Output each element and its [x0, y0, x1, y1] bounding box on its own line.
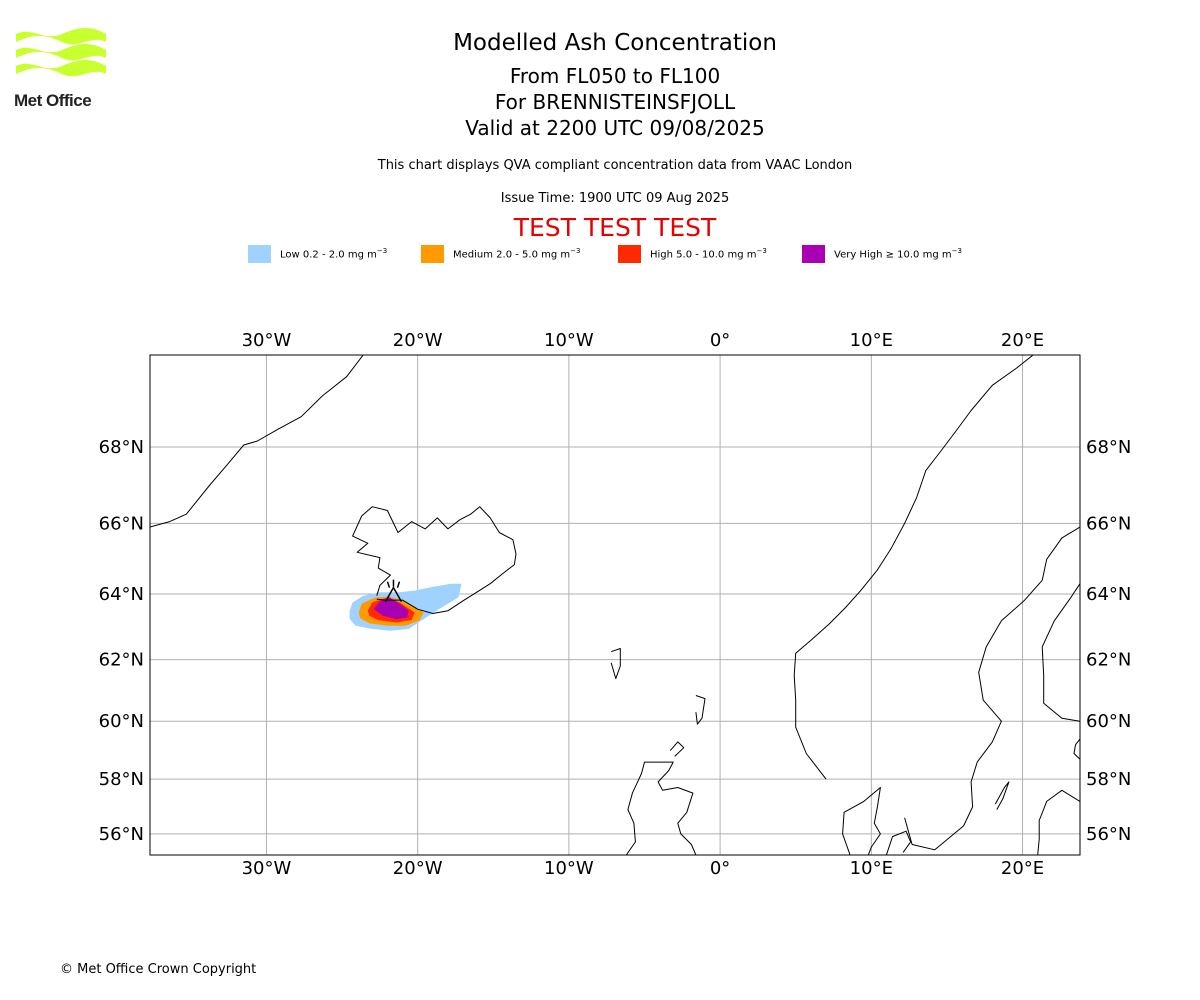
lat-tick-label-left: 56°N: [99, 824, 144, 845]
lon-tick-label-top: 0°: [710, 330, 730, 351]
legend-label-very-high: Very High ≥ 10.0 mg m: [834, 249, 952, 261]
lon-tick-label-bottom: 20°E: [1001, 858, 1044, 879]
coastline-shetland: [695, 695, 706, 725]
lat-tick-label-right: 58°N: [1086, 769, 1131, 790]
flight-level-range: From FL050 to FL100: [509, 64, 721, 88]
legend-unit-exponent-high: −3: [756, 247, 767, 255]
lat-tick-label-right: 64°N: [1086, 584, 1131, 605]
legend-swatch-medium: [421, 245, 444, 263]
lon-tick-label-top: 20°W: [393, 330, 443, 351]
lat-tick-label-left: 60°N: [99, 711, 144, 732]
volcano-icon: [384, 579, 403, 603]
lon-tick-label-top: 10°W: [544, 330, 594, 351]
lon-tick-label-bottom: 0°: [710, 858, 730, 879]
coastline-gotland: [994, 781, 1010, 810]
lat-tick-label-left: 64°N: [99, 584, 144, 605]
qva-compliance-note: This chart displays QVA compliant concen…: [377, 158, 853, 173]
legend-label-low: Low 0.2 - 2.0 mg m: [280, 249, 377, 261]
coastline-estonia: [1073, 738, 1080, 760]
coastline-finland-coast: [1041, 583, 1080, 722]
met-office-wave-icon: [16, 28, 106, 77]
lat-tick-label-left: 66°N: [99, 513, 144, 534]
test-banner: TEST TEST TEST: [513, 213, 717, 242]
lon-tick-label-top: 10°E: [850, 330, 893, 351]
ash-area-very-high: [373, 597, 409, 620]
map-frame: [149, 354, 1081, 856]
valid-time: Valid at 2200 UTC 09/08/2025: [465, 116, 765, 140]
legend-unit-exponent-low: −3: [376, 247, 388, 255]
coastline-iceland: [352, 506, 517, 614]
coastline-scotland: [625, 761, 697, 855]
coastline-baltic: [1037, 789, 1080, 855]
coastline-norway: [793, 355, 1034, 780]
lat-tick-label-right: 56°N: [1086, 824, 1131, 845]
met-office-logo: Met Office: [14, 28, 110, 114]
lat-tick-label-left: 68°N: [99, 437, 144, 458]
lat-tick-label-left: 58°N: [99, 769, 144, 790]
lon-tick-label-bottom: 20°W: [393, 858, 443, 879]
lat-tick-label-right: 62°N: [1086, 650, 1131, 671]
legend-unit-exponent-very-high: −3: [951, 247, 962, 255]
lon-tick-label-top: 30°W: [242, 330, 292, 351]
lon-tick-label-bottom: 10°E: [850, 858, 893, 879]
legend-swatch-very-high: [802, 245, 825, 263]
legend-unit-exponent-medium: −3: [570, 247, 581, 255]
lat-tick-label-left: 62°N: [99, 650, 144, 671]
issue-time: Issue Time: 1900 UTC 09 Aug 2025: [500, 191, 730, 206]
lat-tick-label-right: 66°N: [1086, 513, 1131, 534]
lon-tick-label-bottom: 10°W: [544, 858, 594, 879]
lon-tick-label-top: 20°E: [1001, 330, 1044, 351]
lat-tick-label-right: 68°N: [1086, 437, 1131, 458]
chart-title: Modelled Ash Concentration: [453, 30, 777, 56]
lat-tick-label-right: 60°N: [1086, 711, 1131, 732]
coastline-faroe: [610, 648, 621, 680]
met-office-logo-text: Met Office: [14, 91, 92, 110]
coastline-denmark: [842, 787, 881, 855]
coastline-orkney: [669, 741, 685, 757]
legend-swatch-high: [618, 245, 641, 263]
copyright-notice: © Met Office Crown Copyright: [60, 962, 257, 977]
coastline-greenland: [150, 355, 364, 528]
coastline-sweden-finland: [904, 526, 1080, 851]
legend-label-high: High 5.0 - 10.0 mg m: [650, 249, 757, 261]
volcano-name: For BRENNISTEINSFJOLL: [494, 90, 736, 114]
map-plot-area: [150, 355, 1080, 855]
lon-tick-label-bottom: 30°W: [242, 858, 292, 879]
legend-label-medium: Medium 2.0 - 5.0 mg m: [453, 249, 571, 261]
coastline-zealand: [885, 830, 912, 855]
legend-swatch-low: [248, 245, 271, 263]
